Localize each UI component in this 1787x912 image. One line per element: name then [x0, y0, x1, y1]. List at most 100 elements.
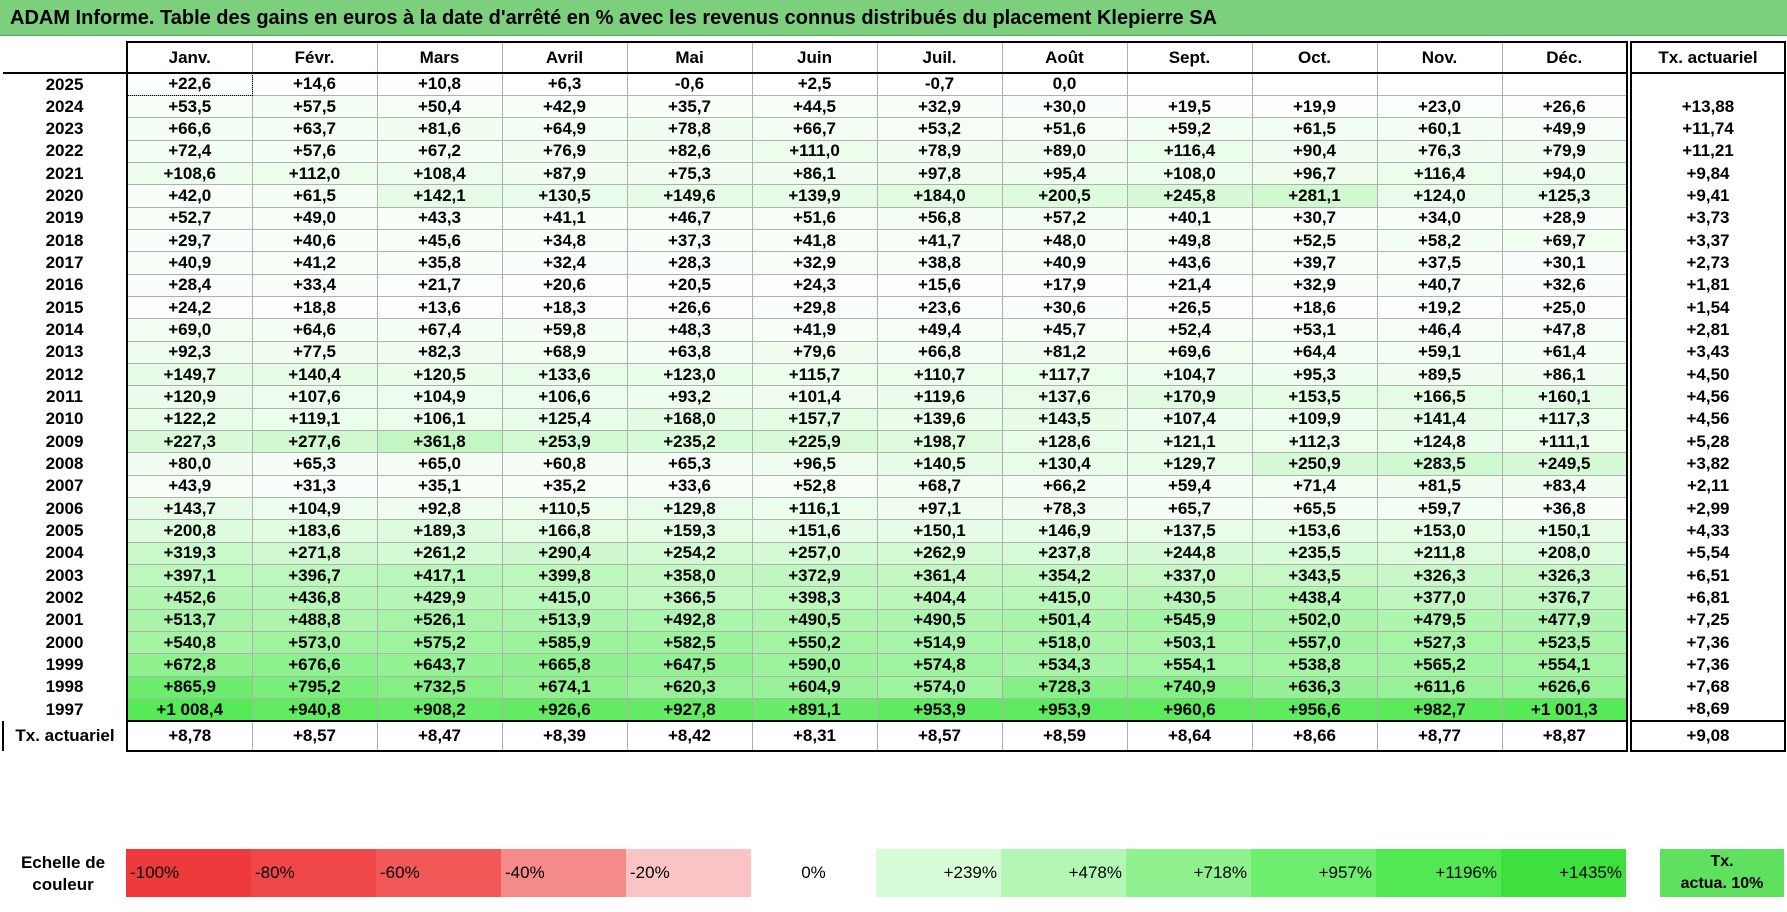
gain-cell[interactable]: +665,8: [501, 653, 628, 677]
gain-cell[interactable]: +143,7: [126, 497, 253, 521]
gain-cell[interactable]: +397,1: [126, 564, 253, 588]
gain-cell[interactable]: +1 008,4: [126, 698, 253, 722]
gain-cell[interactable]: +557,0: [1251, 631, 1378, 655]
gain-cell[interactable]: +76,3: [1376, 139, 1503, 163]
gain-cell[interactable]: +574,8: [876, 653, 1003, 677]
gain-cell[interactable]: +45,7: [1001, 318, 1128, 342]
gain-cell[interactable]: +235,5: [1251, 541, 1378, 566]
gain-cell[interactable]: +75,3: [626, 161, 753, 186]
gain-cell[interactable]: +32,4: [501, 251, 628, 275]
gain-cell[interactable]: [1376, 72, 1503, 96]
gain-cell[interactable]: +157,7: [751, 407, 878, 432]
annual-rate-cell[interactable]: +5,54: [1630, 542, 1786, 565]
gain-cell[interactable]: +142,1: [376, 184, 503, 208]
gain-cell[interactable]: +554,1: [1501, 653, 1628, 677]
gain-cell[interactable]: +235,2: [626, 429, 753, 454]
gain-cell[interactable]: +795,2: [251, 675, 378, 700]
gain-cell[interactable]: +19,2: [1376, 295, 1503, 320]
gain-cell[interactable]: +110,7: [876, 362, 1003, 387]
gain-cell[interactable]: +927,8: [626, 698, 753, 722]
annual-rate-cell[interactable]: +2,73: [1630, 251, 1786, 275]
gain-cell[interactable]: +151,6: [751, 519, 878, 543]
annual-rate-cell[interactable]: +8,69: [1630, 698, 1786, 721]
gain-cell[interactable]: +65,3: [251, 452, 378, 476]
gain-cell[interactable]: +112,0: [251, 161, 378, 186]
gain-cell[interactable]: +513,9: [501, 608, 628, 633]
gain-cell[interactable]: +32,6: [1501, 273, 1628, 297]
gain-cell[interactable]: +69,6: [1126, 340, 1253, 364]
gain-cell[interactable]: +170,9: [1126, 385, 1253, 409]
gain-cell[interactable]: +19,9: [1251, 94, 1378, 119]
gain-cell[interactable]: +337,0: [1126, 564, 1253, 588]
annual-rate-cell[interactable]: +13,88: [1630, 95, 1786, 118]
gain-cell[interactable]: +83,4: [1501, 474, 1628, 499]
gain-cell[interactable]: +32,9: [876, 94, 1003, 119]
gain-cell[interactable]: +52,5: [1251, 228, 1378, 253]
gain-cell[interactable]: +253,9: [501, 429, 628, 454]
gain-cell[interactable]: +29,7: [126, 228, 253, 253]
gain-cell[interactable]: +415,0: [501, 586, 628, 610]
gain-cell[interactable]: +262,9: [876, 541, 1003, 566]
gain-cell[interactable]: +326,3: [1501, 564, 1628, 588]
gain-cell[interactable]: +43,9: [126, 474, 253, 499]
gain-cell[interactable]: +908,2: [376, 698, 503, 722]
gain-cell[interactable]: +250,9: [1251, 452, 1378, 476]
footer-rate-cell[interactable]: +8,39: [501, 719, 628, 752]
gain-cell[interactable]: +15,6: [876, 273, 1003, 297]
gain-cell[interactable]: +18,3: [501, 295, 628, 320]
gain-cell[interactable]: +160,1: [1501, 385, 1628, 409]
gain-cell[interactable]: +30,6: [1001, 295, 1128, 320]
gain-cell[interactable]: +672,8: [126, 653, 253, 677]
gain-cell[interactable]: +35,7: [626, 94, 753, 119]
gain-cell[interactable]: +366,5: [626, 586, 753, 610]
gain-cell[interactable]: +184,0: [876, 184, 1003, 208]
gain-cell[interactable]: +417,1: [376, 564, 503, 588]
gain-cell[interactable]: +48,0: [1001, 228, 1128, 253]
gain-cell[interactable]: +376,7: [1501, 586, 1628, 610]
gain-cell[interactable]: +526,1: [376, 608, 503, 633]
gain-cell[interactable]: +58,2: [1376, 228, 1503, 253]
gain-cell[interactable]: +28,9: [1501, 206, 1628, 230]
gain-cell[interactable]: +78,8: [626, 117, 753, 141]
gain-cell[interactable]: +35,8: [376, 251, 503, 275]
gain-cell[interactable]: +81,6: [376, 117, 503, 141]
gain-cell[interactable]: +139,9: [751, 184, 878, 208]
gain-cell[interactable]: +28,3: [626, 251, 753, 275]
gain-cell[interactable]: +43,6: [1126, 251, 1253, 275]
gain-cell[interactable]: +377,0: [1376, 586, 1503, 610]
footer-rate-cell[interactable]: +8,47: [376, 719, 503, 752]
footer-rate-cell[interactable]: +8,77: [1376, 719, 1503, 752]
gain-cell[interactable]: +319,3: [126, 541, 253, 566]
gain-cell[interactable]: +90,4: [1251, 139, 1378, 163]
annual-rate-cell[interactable]: +4,33: [1630, 519, 1786, 543]
gain-cell[interactable]: +89,5: [1376, 362, 1503, 387]
gain-cell[interactable]: +168,0: [626, 407, 753, 432]
gain-cell[interactable]: 0,0: [1001, 72, 1128, 96]
gain-cell[interactable]: +626,6: [1501, 675, 1628, 700]
gain-cell[interactable]: +513,7: [126, 608, 253, 633]
gain-cell[interactable]: +66,2: [1001, 474, 1128, 499]
gain-cell[interactable]: +60,8: [501, 452, 628, 476]
annual-rate-cell[interactable]: +2,81: [1630, 318, 1786, 342]
gain-cell[interactable]: +106,1: [376, 407, 503, 432]
gain-cell[interactable]: +51,6: [751, 206, 878, 230]
gain-cell[interactable]: +104,9: [251, 497, 378, 521]
gain-cell[interactable]: +57,2: [1001, 206, 1128, 230]
gain-cell[interactable]: +604,9: [751, 675, 878, 700]
gain-cell[interactable]: +372,9: [751, 564, 878, 588]
gain-cell[interactable]: +479,5: [1376, 608, 1503, 633]
gain-cell[interactable]: +50,4: [376, 94, 503, 119]
gain-cell[interactable]: +78,9: [876, 139, 1003, 163]
gain-cell[interactable]: +17,9: [1001, 273, 1128, 297]
gain-cell[interactable]: +130,5: [501, 184, 628, 208]
gain-cell[interactable]: +926,6: [501, 698, 628, 722]
gain-cell[interactable]: +527,3: [1376, 631, 1503, 655]
gain-cell[interactable]: +891,1: [751, 698, 878, 722]
gain-cell[interactable]: +124,8: [1376, 429, 1503, 454]
annual-rate-cell[interactable]: +4,56: [1630, 385, 1786, 409]
gain-cell[interactable]: +141,4: [1376, 407, 1503, 432]
gain-cell[interactable]: +585,9: [501, 631, 628, 655]
gain-cell[interactable]: +676,6: [251, 653, 378, 677]
gain-cell[interactable]: +283,5: [1376, 452, 1503, 476]
gain-cell[interactable]: +63,8: [626, 340, 753, 364]
